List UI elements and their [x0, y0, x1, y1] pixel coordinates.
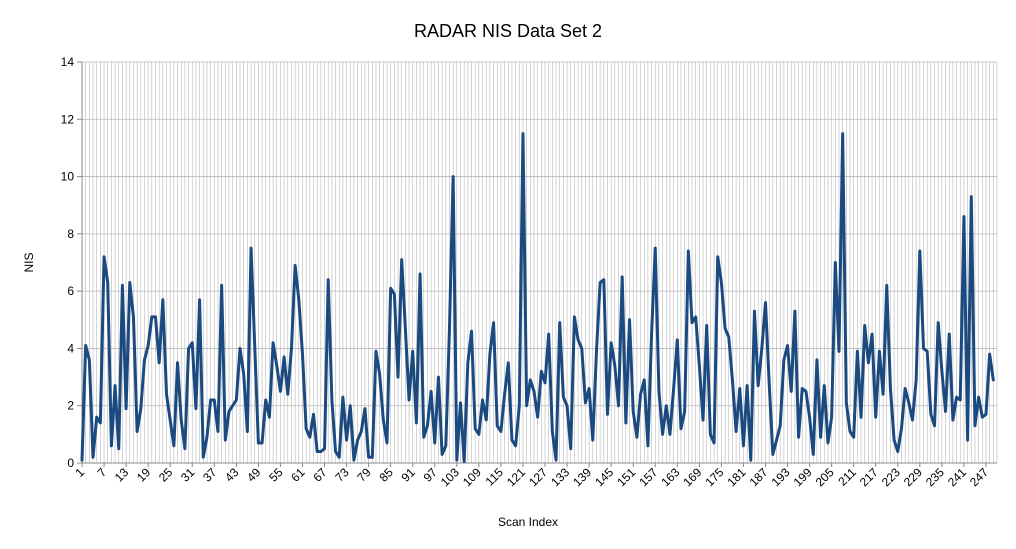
y-tick-label: 6: [67, 284, 74, 298]
x-tick-label: 109: [460, 465, 484, 489]
x-tick-label: 205: [813, 465, 837, 489]
x-tick-label: 169: [680, 465, 704, 489]
x-tick-label: 187: [747, 465, 771, 489]
x-tick-label: 13: [112, 465, 132, 485]
y-tick-label: 14: [61, 55, 75, 69]
x-tick-label: 19: [134, 465, 154, 485]
x-tick-label: 139: [570, 465, 594, 489]
y-axis-title: NIS: [22, 252, 36, 272]
x-tick-label: 241: [945, 465, 969, 489]
y-tick-label: 12: [61, 112, 75, 126]
x-tick-label: 151: [614, 465, 638, 489]
x-tick-label: 1: [72, 465, 87, 480]
x-tick-labels: 1 7 13 19 25 31 37 43 49 55 61 67 73 79 85 91 9710310911…: [72, 465, 991, 489]
x-tick-label: 103: [438, 465, 462, 489]
y-tick-label: 4: [67, 341, 74, 355]
x-tick-label: 247: [967, 465, 991, 489]
x-tick-label: 181: [725, 465, 749, 489]
x-tick-label: 199: [791, 465, 815, 489]
x-tick-label: 61: [288, 465, 308, 485]
x-tick-label: 175: [702, 465, 726, 489]
x-tick-label: 25: [156, 465, 176, 485]
x-tick-label: 115: [483, 465, 507, 489]
y-tick-label: 8: [67, 227, 74, 241]
x-tick-label: 229: [901, 465, 925, 489]
x-tick-label: 121: [504, 465, 528, 489]
x-tick-label: 97: [421, 465, 441, 485]
x-tick-label: 223: [879, 465, 903, 489]
x-tick-label: 67: [310, 465, 330, 485]
x-tick-label: 163: [658, 465, 682, 489]
y-tick-label: 2: [67, 399, 74, 413]
x-tick-label: 7: [95, 465, 110, 480]
x-tick-label: 217: [857, 465, 881, 489]
x-tick-label: 85: [376, 465, 396, 485]
y-tick-label: 0: [67, 456, 74, 470]
x-tick-label: 79: [354, 465, 374, 485]
x-tick-label: 133: [548, 465, 572, 489]
x-axis-title: Scan Index: [498, 515, 558, 529]
x-tick-label: 49: [244, 465, 264, 485]
y-tick-label: 10: [61, 170, 75, 184]
x-tick-label: 91: [398, 465, 418, 485]
x-tick-label: 235: [923, 465, 947, 489]
y-tick-labels: 0 2 4 6 8 10 12 14: [61, 55, 75, 470]
x-tick-label: 55: [266, 465, 286, 485]
x-tick-label: 193: [769, 465, 793, 489]
nis-series-line: [80, 132, 995, 464]
x-tick-label: 211: [835, 465, 859, 489]
x-tick-label: 43: [222, 465, 242, 485]
x-tick-label: 145: [592, 465, 616, 489]
series-layer: [80, 132, 995, 464]
x-tick-label: 31: [178, 465, 198, 485]
x-tick-label: 127: [526, 465, 550, 489]
chart-title: RADAR NIS Data Set 2: [414, 21, 602, 41]
x-tick-label: 37: [200, 465, 220, 485]
axes: [77, 61, 997, 467]
x-tick-label: 157: [636, 465, 660, 489]
x-tick-label: 73: [332, 465, 352, 485]
